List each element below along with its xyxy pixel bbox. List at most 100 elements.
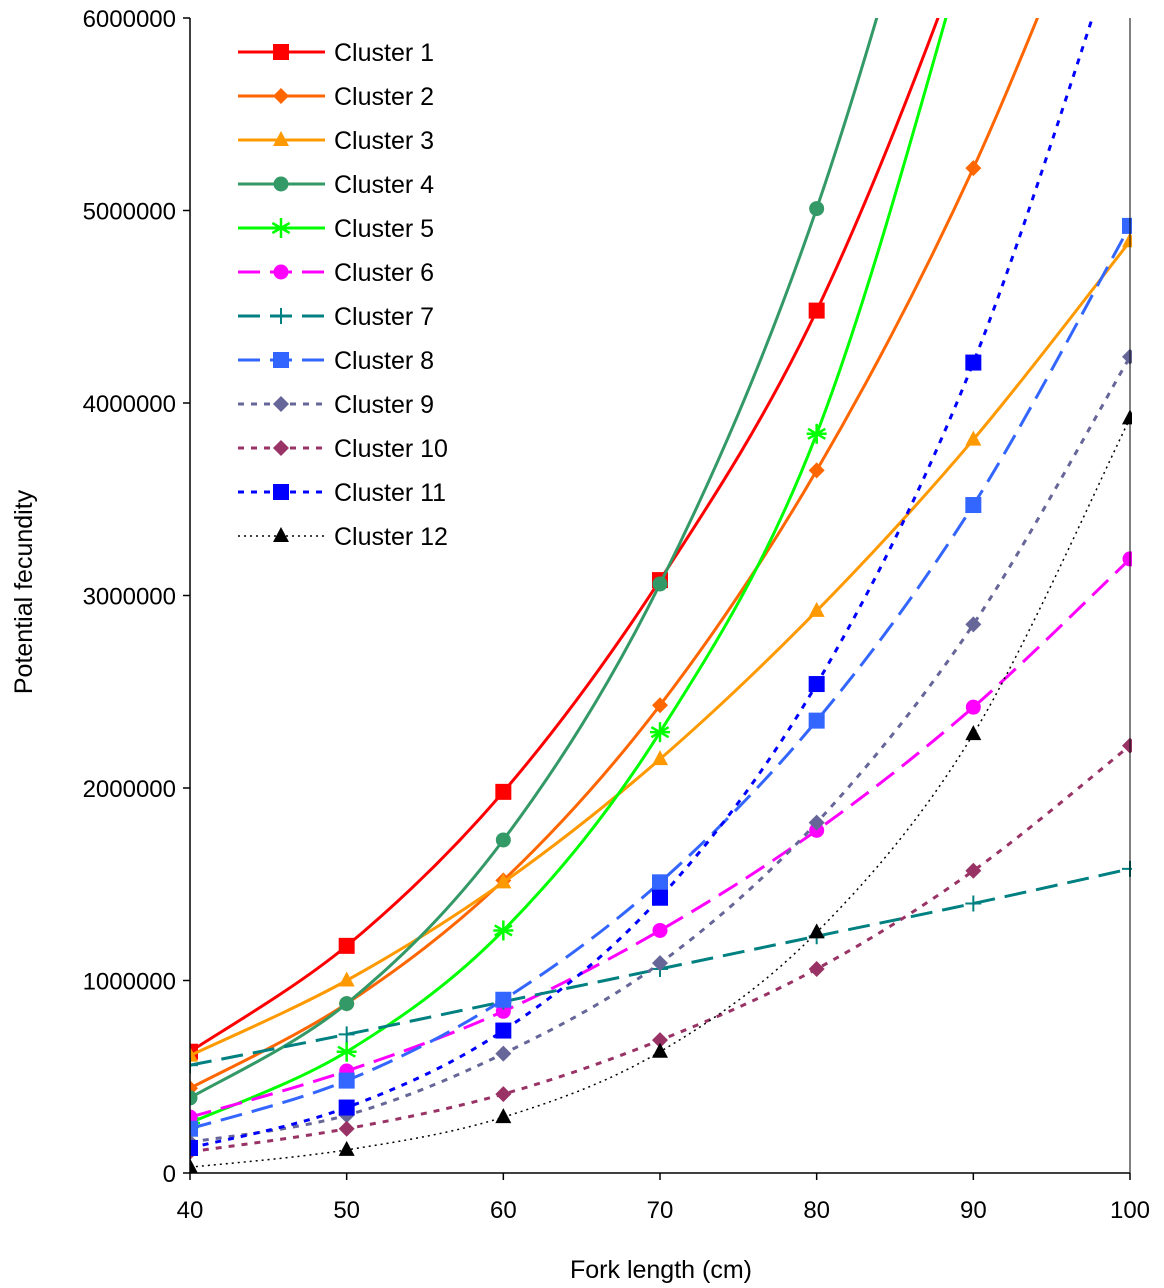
data-point: [336, 1041, 357, 1062]
data-point: [652, 1042, 668, 1058]
data-point: [190, 1043, 198, 1060]
y-tick-label: 1000000: [83, 969, 176, 996]
legend-marker: [273, 352, 289, 368]
data-point: [965, 616, 982, 633]
data-point: [806, 423, 827, 444]
legend-label: Cluster 2: [334, 83, 434, 111]
data-point: [338, 937, 355, 954]
data-point: [338, 1140, 355, 1156]
series-line: [190, 18, 879, 1100]
legend-entry-1: Cluster 1: [238, 39, 434, 67]
data-point: [338, 971, 355, 987]
legend-entry-7: Cluster 7: [238, 303, 434, 331]
series-line: [190, 744, 1131, 1154]
y-tick-label: 0: [163, 1161, 176, 1188]
data-point: [652, 889, 668, 906]
y-tick-label: 5000000: [83, 199, 176, 226]
data-point: [965, 497, 982, 514]
data-point: [965, 862, 982, 879]
legend-marker: [273, 440, 289, 456]
x-tick-label: 80: [803, 1197, 830, 1224]
data-point: [338, 1072, 355, 1089]
series-line: [190, 18, 948, 1125]
data-point: [190, 1158, 198, 1174]
data-point: [808, 923, 825, 939]
legend-entry-6: Cluster 6: [238, 259, 434, 287]
series-line: [190, 18, 940, 1053]
x-tick-label: 40: [177, 1197, 204, 1224]
legend-label: Cluster 6: [334, 259, 434, 287]
data-point: [965, 725, 982, 741]
legend-label: Cluster 7: [334, 303, 434, 331]
data-point: [652, 922, 668, 938]
legend-entry-9: Cluster 9: [238, 391, 434, 419]
legend-marker: [273, 484, 289, 500]
legend-marker: [273, 264, 289, 280]
data-point: [650, 722, 670, 743]
data-point: [338, 1120, 355, 1137]
legend-label: Cluster 4: [334, 171, 434, 199]
data-point: [495, 873, 512, 889]
data-point: [808, 601, 825, 617]
data-point: [190, 1046, 198, 1062]
series-layer: [190, 18, 1132, 1174]
legend-marker: [271, 218, 291, 238]
data-point: [495, 832, 511, 848]
legend: Cluster 1 Cluster 2 Cluster 3 Cluster 4 Clus…: [238, 39, 448, 551]
legend-label: Cluster 5: [334, 215, 434, 243]
legend-entry-12: Cluster 12: [238, 523, 448, 551]
series-3: [190, 232, 1132, 1062]
series-10: [190, 737, 1132, 1160]
x-tick-label: 50: [333, 1197, 360, 1224]
legend-marker: [273, 308, 289, 324]
axes: 40 50 60 70 80 90 100 0 1000000 2000000 3000000 400…: [83, 6, 1150, 1224]
legend-marker: [273, 527, 289, 542]
data-point: [808, 960, 825, 977]
data-point: [190, 1120, 198, 1137]
legend-entry-11: Cluster 11: [238, 479, 446, 507]
data-point: [965, 430, 982, 446]
data-point: [808, 712, 825, 729]
series-4: [190, 18, 879, 1106]
series-line: [190, 356, 1132, 1144]
data-point: [190, 1090, 198, 1106]
legend-entry-8: Cluster 8: [238, 347, 434, 375]
data-point: [809, 201, 825, 217]
legend-entry-3: Cluster 3: [238, 127, 434, 155]
x-tick-label: 70: [647, 1197, 674, 1224]
y-tick-label: 4000000: [83, 391, 176, 418]
legend-label: Cluster 12: [334, 523, 448, 551]
series-8: [190, 217, 1132, 1137]
legend-label: Cluster 1: [334, 39, 434, 67]
data-point: [652, 697, 668, 714]
data-point: [652, 750, 668, 766]
legend-entry-5: Cluster 5: [238, 215, 434, 243]
data-point: [495, 1045, 512, 1062]
data-point: [965, 895, 982, 912]
data-point: [808, 302, 825, 319]
data-point: [1122, 217, 1132, 234]
y-tick-label: 2000000: [83, 776, 176, 803]
x-tick-label: 60: [490, 1197, 517, 1224]
x-tick-label: 90: [960, 1197, 987, 1224]
series-line: [190, 225, 1132, 1131]
legend-marker: [273, 131, 289, 146]
y-tick-label: 3000000: [83, 584, 176, 611]
legend-marker: [273, 44, 289, 60]
data-point: [495, 1086, 512, 1103]
y-tick-label: 6000000: [83, 6, 176, 33]
data-point: [652, 1032, 668, 1049]
data-point: [190, 1139, 198, 1156]
data-point: [808, 462, 825, 479]
series-line: [190, 18, 1094, 1150]
data-point: [338, 1099, 355, 1116]
data-point: [495, 991, 512, 1008]
legend-label: Cluster 3: [334, 127, 434, 155]
data-point: [652, 874, 668, 891]
data-point: [652, 576, 668, 592]
legend-entry-10: Cluster 10: [238, 435, 448, 463]
legend-entry-4: Cluster 4: [238, 171, 434, 199]
legend-label: Cluster 9: [334, 391, 434, 419]
data-point: [495, 1108, 512, 1124]
